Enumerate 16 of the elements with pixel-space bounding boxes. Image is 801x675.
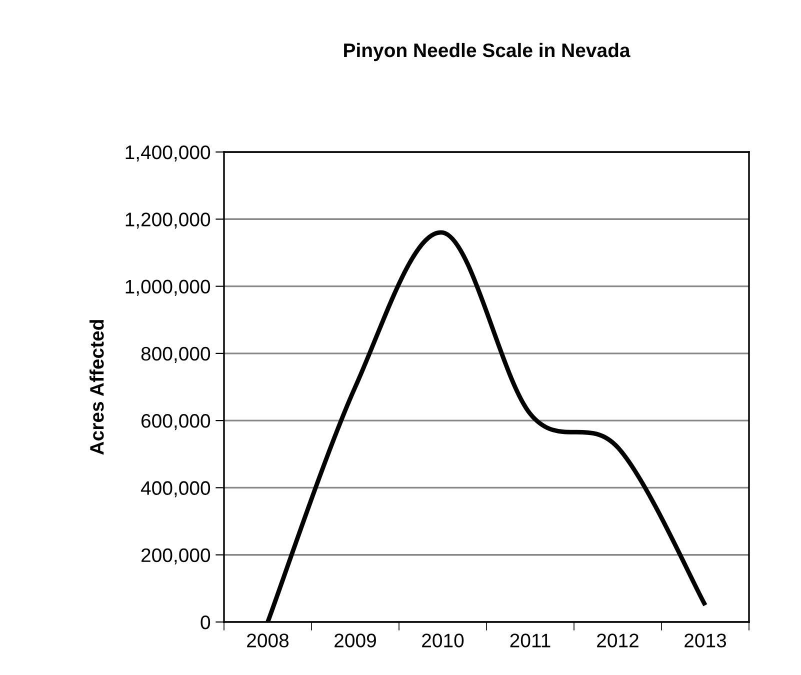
x-tick-label: 2008 bbox=[247, 634, 289, 648]
x-tick-label: 2011 bbox=[510, 634, 550, 648]
y-tick-label: 600,000 bbox=[142, 414, 210, 430]
y-tick-label: 800,000 bbox=[141, 346, 210, 363]
x-tick-label: 2009 bbox=[334, 634, 376, 648]
y-tick-label: 1,400,000 bbox=[126, 145, 210, 162]
y-tick-label: 200,000 bbox=[142, 548, 210, 564]
x-tick-label: 2010 bbox=[422, 634, 464, 648]
x-tick-label: 2013 bbox=[684, 634, 726, 648]
x-tick-label: 2012 bbox=[597, 634, 638, 648]
y-tick-label: 400,000 bbox=[140, 481, 210, 498]
y-tick-label: 1,000,000 bbox=[126, 280, 210, 296]
y-tick-label: 0 bbox=[200, 615, 210, 630]
y-axis-title: Acres Affected bbox=[90, 320, 104, 455]
chart-title: Pinyon Needle Scale in Nevada bbox=[344, 42, 630, 62]
y-tick-label: 1,200,000 bbox=[126, 212, 210, 229]
